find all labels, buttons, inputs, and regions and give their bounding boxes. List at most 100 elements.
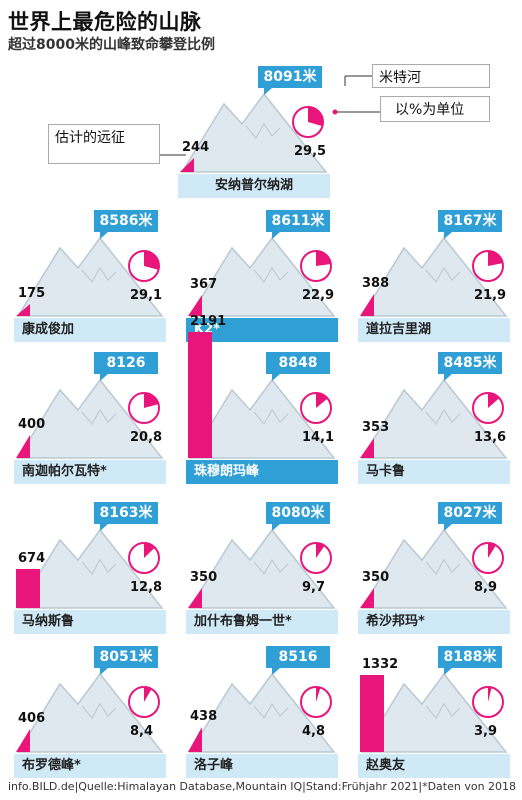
death-rate-label: 3,9 [474, 724, 498, 739]
death-rate-label: 20,8 [130, 430, 163, 445]
death-rate-label: 8,9 [474, 580, 498, 595]
peak-name-plate: 马卡鲁 [358, 460, 510, 484]
peak-name-plate: 洛子峰 [186, 754, 338, 778]
expeditions-bar [188, 332, 212, 458]
elevation-tag: 8027米 [438, 502, 502, 531]
death-rate-pie-slice [316, 393, 328, 408]
legend-estimate-label: 估计的远征 [55, 130, 125, 146]
legend-percent-label: 以%为单位 [395, 102, 465, 118]
elevation-tag: 8091米 [258, 66, 322, 95]
mountain-shape [188, 528, 336, 609]
expeditions-label: 350 [362, 570, 390, 585]
peak-card: 8188米 1332 3,9 赵奥友 [356, 644, 512, 778]
death-rate-pie-slice [316, 251, 331, 266]
peak-name-plate: 希沙邦玛* [358, 610, 510, 634]
expeditions-label: 367 [190, 277, 218, 292]
death-rate-label: 14,1 [302, 430, 335, 445]
peak-card: 8586米 175 29,1 康成俊加 [12, 208, 168, 342]
death-rate-label: 29,1 [130, 288, 163, 303]
source-footer: info.BILD.de|Quelle:Himalayan Database,M… [8, 780, 517, 793]
peak-name-plate: 加什布鲁姆一世* [186, 610, 338, 634]
elevation-tag: 8516 [266, 646, 330, 675]
expeditions-label: 175 [18, 286, 46, 301]
peak-card: 8126 400 20,8 南迦帕尔瓦特* [12, 350, 168, 484]
legend-river-label: 米特河 [379, 70, 421, 86]
elevation-tag: 8167米 [438, 210, 502, 239]
expeditions-label: 353 [362, 420, 390, 435]
expeditions-label: 674 [18, 551, 46, 566]
mountain-shape [188, 672, 336, 753]
expeditions-label: 400 [18, 417, 46, 432]
peak-card: 8163米 674 12,8 马纳斯鲁 [12, 500, 168, 634]
peak-name-plate: 珠穆朗玛峰 [186, 460, 338, 484]
death-rate-label: 21,9 [474, 288, 507, 303]
elevation-tag: 8126 [94, 352, 158, 381]
expeditions-label: 2191 [190, 314, 227, 329]
mountain-shape [180, 92, 328, 173]
peak-card: 8516 438 4,8 洛子峰 [184, 644, 340, 778]
death-rate-label: 9,7 [302, 580, 326, 595]
death-rate-pie-slice [488, 393, 500, 408]
death-rate-label: 13,6 [474, 430, 507, 445]
mountain-shape [360, 378, 508, 459]
mountain-shape [360, 236, 508, 317]
expeditions-label: 438 [190, 709, 218, 724]
peak-card: 8027米 350 8,9 希沙邦玛* [356, 500, 512, 634]
death-rate-pie-slice [144, 393, 159, 408]
elevation-tag: 8586米 [94, 210, 158, 239]
expeditions-label: 350 [190, 570, 218, 585]
death-rate-pie-slice [316, 687, 321, 702]
peak-name-plate: 安纳普尔纳湖 [178, 174, 330, 198]
death-rate-pie-slice [488, 687, 492, 702]
expeditions-label: 1332 [362, 657, 399, 672]
peak-card: 8091米 244 29,5 安纳普尔纳湖 [176, 64, 332, 198]
legend-estimate-callout: 估计的远征 [48, 124, 160, 164]
death-rate-label: 4,8 [302, 724, 326, 739]
death-rate-pie-slice [316, 543, 325, 558]
death-rate-pie-slice [488, 251, 503, 266]
mountain-shape [16, 378, 164, 459]
peak-card: 8167米 388 21,9 道拉吉里湖 [356, 208, 512, 342]
peak-card: 8051米 406 8,4 布罗德峰* [12, 644, 168, 778]
legend-percent-callout: 以%为单位 [380, 96, 490, 122]
elevation-tag: 8611米 [266, 210, 330, 239]
death-rate-label: 8,4 [130, 724, 154, 739]
elevation-tag: 8848 [266, 352, 330, 381]
mountain-shape [16, 528, 164, 609]
death-rate-pie-slice [144, 543, 155, 558]
expeditions-bar [16, 569, 40, 608]
elevation-tag: 8163米 [94, 502, 158, 531]
elevation-tag: 8188米 [438, 646, 502, 675]
peak-name-plate: 南迦帕尔瓦特* [14, 460, 166, 484]
death-rate-label: 29,5 [294, 144, 327, 159]
peak-card: 8485米 353 13,6 马卡鲁 [356, 350, 512, 484]
page-subtitle: 超过8000米的山峰致命攀登比例 [8, 37, 215, 53]
expeditions-label: 244 [182, 140, 210, 155]
expeditions-label: 406 [18, 711, 46, 726]
death-rate-pie-slice [308, 107, 323, 127]
elevation-tag: 8051米 [94, 646, 158, 675]
peak-name-plate: 康成俊加 [14, 318, 166, 342]
peak-name-plate: 马纳斯鲁 [14, 610, 166, 634]
death-rate-pie-slice [488, 543, 496, 558]
mountain-shape [188, 378, 336, 459]
death-rate-pie-slice [144, 251, 160, 270]
peak-name-plate: 布罗德峰* [14, 754, 166, 778]
peak-card: 8848 2191 14,1 珠穆朗玛峰 [184, 314, 340, 484]
expeditions-bar [360, 675, 384, 752]
mountain-shape [360, 528, 508, 609]
death-rate-pie-slice [144, 687, 152, 702]
page-title: 世界上最危险的山脉 [8, 10, 202, 34]
legend-river-callout: 米特河 [372, 64, 490, 88]
elevation-tag: 8080米 [266, 502, 330, 531]
mountain-shape [16, 672, 164, 753]
expeditions-label: 388 [362, 276, 390, 291]
elevation-tag: 8485米 [438, 352, 502, 381]
peak-card: 8080米 350 9,7 加什布鲁姆一世* [184, 500, 340, 634]
peak-name-plate: 赵奥友 [358, 754, 510, 778]
mountain-shape [16, 236, 164, 317]
mountain-shape [188, 236, 336, 317]
death-rate-label: 22,9 [302, 288, 335, 303]
peak-name-plate: 道拉吉里湖 [358, 318, 510, 342]
death-rate-label: 12,8 [130, 580, 163, 595]
